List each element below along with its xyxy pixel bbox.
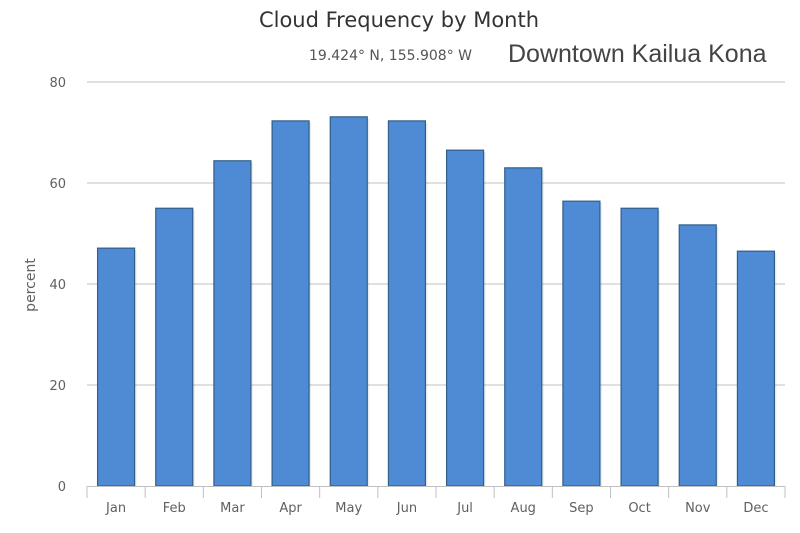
- bar-jul[interactable]: [445, 149, 485, 487]
- y-tick-label: 40: [49, 278, 66, 293]
- x-tick-label: Sep: [569, 501, 594, 516]
- bar-jan[interactable]: [96, 247, 136, 487]
- bar-apr[interactable]: [271, 120, 310, 487]
- x-tick-label: May: [335, 501, 362, 516]
- bar-nov[interactable]: [678, 224, 717, 487]
- x-tick-label: Jun: [396, 501, 417, 516]
- bar-may[interactable]: [329, 116, 368, 487]
- bar-oct[interactable]: [620, 207, 659, 487]
- y-tick-label: 60: [49, 177, 66, 192]
- y-axis-label: percent: [23, 258, 39, 312]
- gridlines: [87, 81, 785, 386]
- x-tick-label: Jul: [456, 501, 473, 516]
- bars: [96, 116, 777, 487]
- bar-mar[interactable]: [213, 160, 252, 487]
- bar-dec[interactable]: [736, 250, 776, 487]
- x-tick-label: Dec: [743, 501, 768, 516]
- x-tick-label: Feb: [163, 501, 186, 516]
- x-tick-label: Aug: [511, 501, 536, 516]
- chart-title: Cloud Frequency by Month: [258, 8, 540, 32]
- x-tick-label: Jan: [105, 501, 126, 516]
- bar-feb[interactable]: [155, 207, 194, 487]
- bar-jun[interactable]: [387, 120, 427, 487]
- x-tick-label: Mar: [220, 501, 245, 516]
- y-tick-label: 20: [49, 379, 66, 394]
- x-tick-label: Nov: [685, 501, 711, 516]
- y-tick-label: 80: [49, 76, 66, 91]
- chart-coordinates: 19.424° N, 155.908° W: [309, 48, 472, 64]
- y-axis-ticks: 0 20 40 60 80: [49, 76, 66, 495]
- x-tick-label: Apr: [279, 501, 302, 516]
- bar-sep[interactable]: [562, 200, 601, 487]
- x-tick-label: Oct: [628, 501, 650, 516]
- x-axis: Jan Feb Mar Apr May Jun Jul Aug Sep Oct Nov Dec: [86, 486, 786, 516]
- chart-location: Downtown Kailua Kona: [508, 40, 767, 68]
- bar-aug[interactable]: [504, 167, 543, 487]
- y-tick-label: 0: [58, 480, 66, 495]
